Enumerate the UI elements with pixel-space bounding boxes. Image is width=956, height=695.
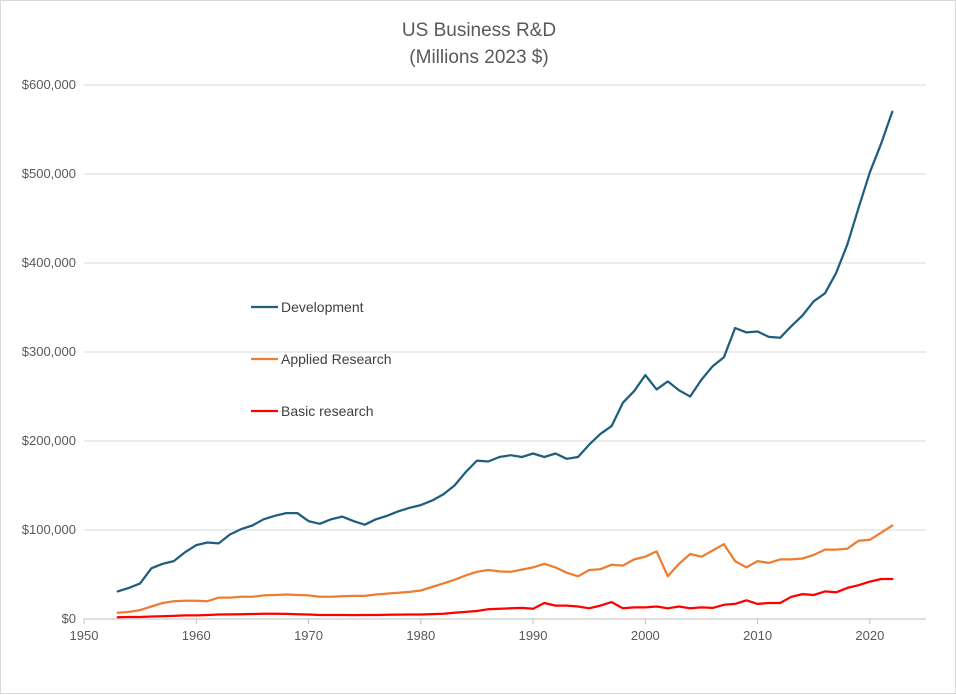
series-line-basic-research <box>116 577 894 619</box>
y-tick-label: $0 <box>62 611 76 626</box>
y-tick-label: $500,000 <box>22 166 76 181</box>
chart-title-line-1: US Business R&D <box>402 20 556 41</box>
legend-label-applied-research: Applied Research <box>281 351 392 367</box>
legend-label-development: Development <box>281 299 364 315</box>
x-tick-label: 2000 <box>631 628 660 643</box>
x-tick-label: 1970 <box>294 628 323 643</box>
y-tick-label: $400,000 <box>22 255 76 270</box>
legend-label-basic-research: Basic research <box>281 403 374 419</box>
series-line-development <box>116 110 894 593</box>
x-tick-label: 1960 <box>182 628 211 643</box>
x-tick-label: 1980 <box>406 628 435 643</box>
gridlines <box>84 84 926 531</box>
x-tick-label: 2010 <box>743 628 772 643</box>
x-tick-label: 1950 <box>70 628 99 643</box>
series-line-applied-research <box>116 524 894 614</box>
series-lines <box>116 110 894 619</box>
x-tick-label: 1990 <box>519 628 548 643</box>
x-tick-label: 2020 <box>855 628 884 643</box>
y-tick-label: $600,000 <box>22 77 76 92</box>
y-tick-label: $100,000 <box>22 522 76 537</box>
chart-title-line-2: (Millions 2023 $) <box>409 47 548 68</box>
legend: Development Applied Research Basic researc… <box>251 299 392 419</box>
axes: $0 $100,000 $200,000 $300,000 $400,000 $500,0… <box>22 77 926 643</box>
y-tick-label: $300,000 <box>22 344 76 359</box>
y-tick-label: $200,000 <box>22 433 76 448</box>
